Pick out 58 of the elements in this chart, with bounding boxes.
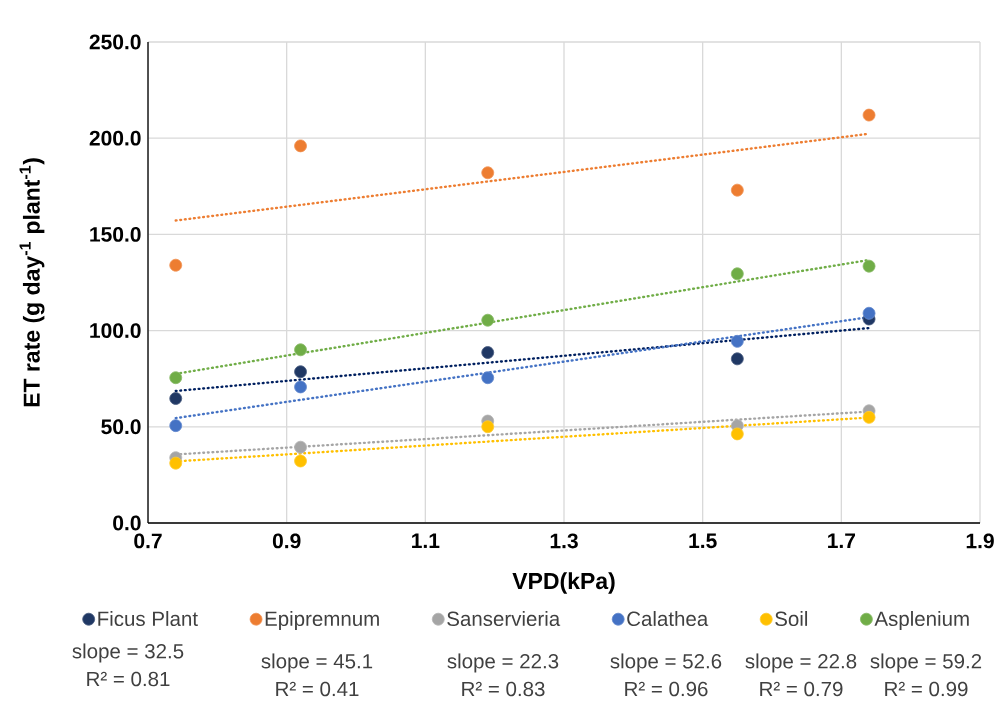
x-tick-label: 0.9 <box>272 533 301 549</box>
text: R² = 0.99 <box>885 681 968 697</box>
x-tick-label: 1.3 <box>550 533 578 549</box>
x-tick-label: 1.7 <box>828 533 856 548</box>
point <box>730 352 744 366</box>
point <box>730 427 744 441</box>
x-tick-label: 1.1 <box>412 533 440 548</box>
point <box>294 454 307 468</box>
x-tick-label: 1.9 <box>966 533 994 549</box>
y-tick-label: 250.0 <box>89 34 141 50</box>
point <box>862 306 876 320</box>
point <box>862 410 876 424</box>
text: slope = 45.1 <box>261 653 373 673</box>
point <box>294 440 307 454</box>
text: slope = 32.5 <box>72 643 184 663</box>
point <box>294 139 307 153</box>
text: slope = 59.2 <box>870 653 982 673</box>
y-tick-label: 50.0 <box>101 419 141 435</box>
legend-label: Epipremnum <box>265 611 379 631</box>
point <box>169 392 183 405</box>
text: slope = 52.6 <box>610 653 722 673</box>
point <box>481 313 495 327</box>
text: slope = 22.8 <box>745 653 857 673</box>
legend-label: Soil <box>775 611 808 627</box>
y-tick-label: 150.0 <box>90 226 141 242</box>
legend-label: Calathea <box>627 611 709 627</box>
legend-label: Ficus Plant <box>98 611 198 627</box>
point <box>481 371 495 385</box>
y-tick-label: 200.0 <box>89 130 141 146</box>
y-axis-title: ET rate (g day$^{-1}$ plant$^{-1}$) <box>19 158 45 407</box>
point <box>169 258 183 272</box>
point <box>481 166 495 180</box>
point <box>294 380 307 394</box>
point <box>862 108 876 122</box>
legend-label: Sanservieria <box>447 611 561 627</box>
point <box>481 420 495 434</box>
text: R² = 0.81 <box>87 671 170 687</box>
legend-label: Asplenium <box>874 611 969 631</box>
text: R² = 0.79 <box>760 681 843 697</box>
y-tick-label: 0.0 <box>113 515 141 531</box>
x-axis-title: VPD(kPa) <box>512 572 615 594</box>
point <box>730 183 744 197</box>
point <box>169 371 183 385</box>
point <box>294 365 307 379</box>
point <box>294 343 307 357</box>
text: R² = 0.41 <box>276 681 359 697</box>
x-tick-label: 1.5 <box>689 533 717 549</box>
point <box>169 419 183 433</box>
point <box>730 267 744 281</box>
point <box>481 346 495 359</box>
point <box>730 334 744 348</box>
y-tick-label: 100.0 <box>90 323 141 339</box>
text: R² = 0.96 <box>625 681 708 697</box>
text: R² = 0.83 <box>462 681 545 697</box>
x-tick-label: 0.7 <box>134 533 162 549</box>
point <box>169 456 183 470</box>
text: slope = 22.3 <box>447 653 559 673</box>
point <box>862 259 876 273</box>
